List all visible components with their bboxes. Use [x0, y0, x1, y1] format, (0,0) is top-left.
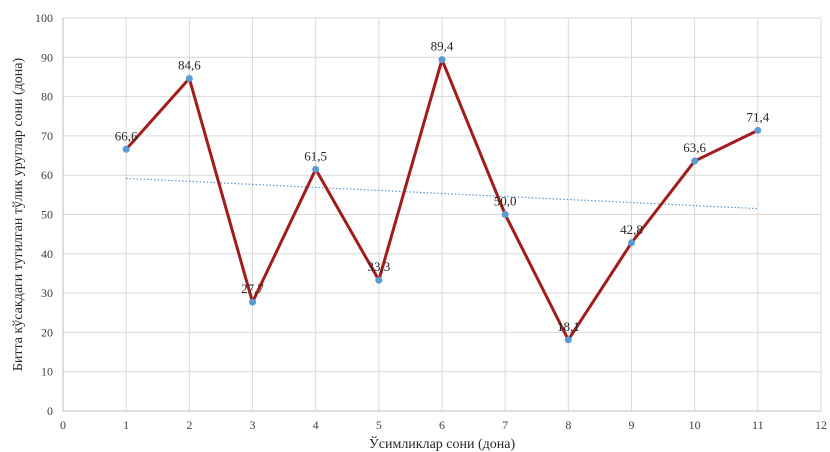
x-tick-label: 7	[502, 418, 508, 432]
x-tick-label: 9	[629, 418, 635, 432]
axes	[62, 18, 821, 412]
y-tick-label: 100	[35, 11, 53, 25]
y-tick-label: 50	[41, 208, 53, 222]
x-tick-label: 1	[123, 418, 129, 432]
x-axis-title: Ўсимликлар сони (дона)	[369, 435, 516, 452]
x-tick-label: 6	[439, 418, 445, 432]
data-label: 27,7	[241, 281, 264, 296]
data-point	[564, 336, 572, 344]
x-tick-label: 8	[565, 418, 571, 432]
data-labels: 66,6 84,6 27,7 61,5 33,3 89,4 50,0 18,1 42,8 63,6…	[115, 39, 770, 334]
data-point	[185, 75, 193, 83]
gridlines	[63, 17, 822, 411]
data-point	[691, 157, 699, 165]
data-point	[312, 165, 320, 173]
data-label: 33,3	[367, 259, 390, 274]
x-tick-label: 11	[752, 418, 764, 432]
y-tick-label: 90	[41, 50, 53, 64]
y-axis-title: Битта кўсакдаги тугилган тўлик уруглар с…	[11, 58, 26, 372]
data-point	[249, 298, 256, 306]
y-tick-label: 60	[41, 168, 53, 182]
x-tick-label: 10	[689, 418, 701, 432]
data-point	[375, 276, 383, 284]
y-tick-label: 40	[41, 247, 53, 261]
y-tick-label: 70	[41, 129, 53, 143]
x-tick-label: 3	[250, 418, 256, 432]
trendline	[126, 177, 758, 210]
x-tick-label: 2	[186, 418, 192, 432]
data-point	[438, 56, 446, 64]
data-label: 18,1	[557, 319, 580, 334]
data-label: 63,6	[683, 140, 706, 155]
data-label: 42,8	[620, 222, 643, 237]
data-label: 71,4	[746, 109, 769, 124]
data-point	[122, 145, 130, 153]
x-tick-label: 4	[313, 418, 319, 432]
y-tick-label: 0	[47, 404, 53, 418]
data-label: 61,5	[304, 148, 327, 163]
x-tick-label: 5	[376, 418, 382, 432]
x-tick-label: 12	[815, 418, 827, 432]
linear-trendline	[126, 177, 758, 210]
data-series	[122, 56, 762, 344]
data-point	[501, 211, 509, 218]
data-point	[628, 239, 635, 247]
data-label: 89,4	[431, 39, 454, 54]
y-tick-label: 20	[41, 325, 53, 339]
data-label: 66,6	[115, 128, 138, 143]
data-label: 84,6	[178, 58, 201, 73]
y-tick-label: 80	[41, 90, 53, 104]
data-point	[754, 126, 762, 134]
data-label: 50,0	[494, 194, 517, 209]
y-tick-label: 30	[41, 286, 53, 300]
x-tick-label: 0	[60, 418, 66, 432]
y-tick-label: 10	[41, 365, 53, 379]
